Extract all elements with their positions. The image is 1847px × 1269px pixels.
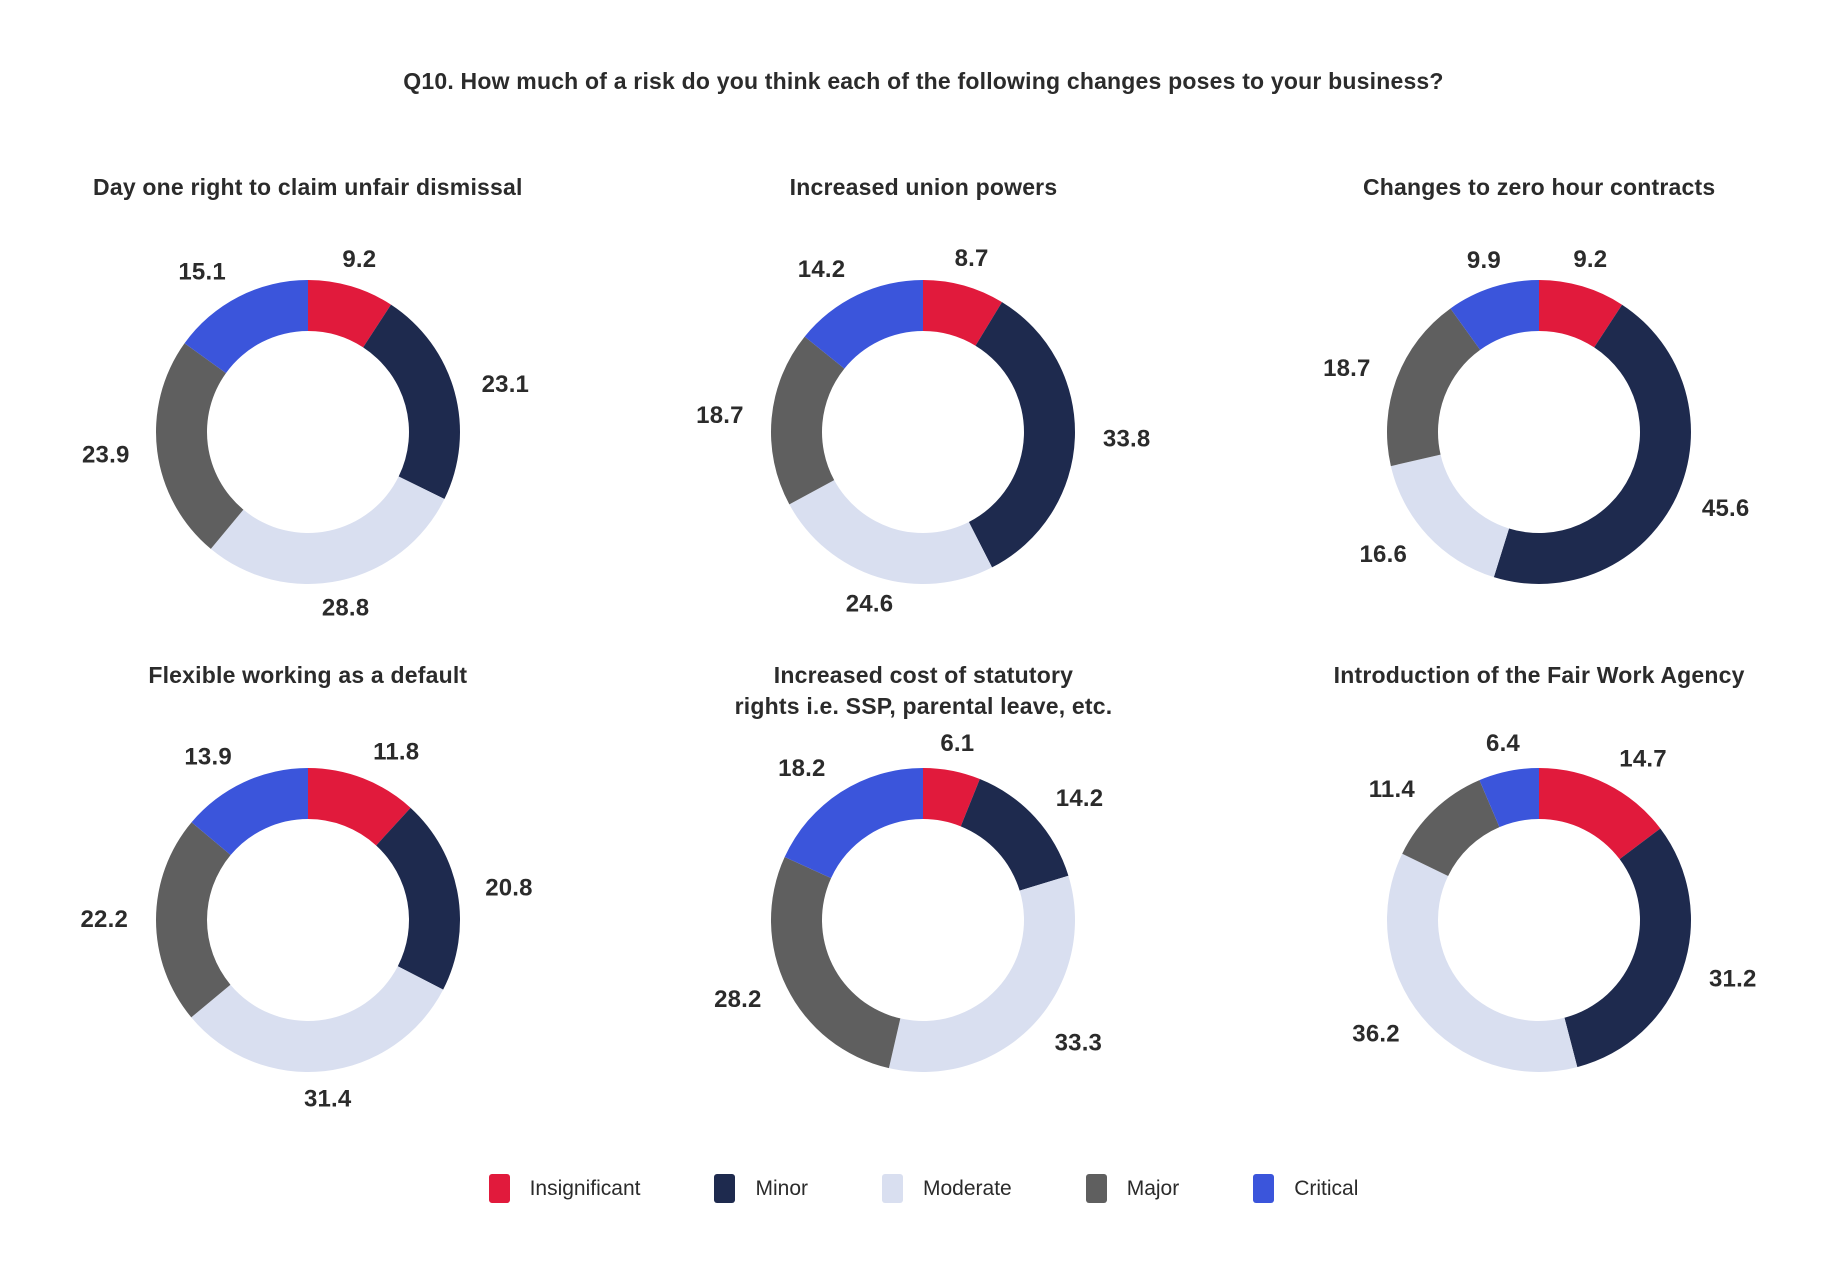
slice-value-moderate: 16.6 <box>1360 541 1408 568</box>
legend-item-moderate: Moderate <box>882 1174 1012 1203</box>
slice-major <box>1402 780 1500 876</box>
slice-value-moderate: 36.2 <box>1352 1021 1400 1048</box>
slice-minor <box>1494 304 1692 584</box>
donut-chart-statutory-rights: Increased cost of statutory rights i.e. … <box>616 660 1232 1134</box>
chart-title-zero-hour: Changes to zero hour contracts <box>1363 174 1716 200</box>
slice-value-minor: 45.6 <box>1702 495 1750 522</box>
legend-swatch-minor <box>714 1174 736 1203</box>
slice-minor <box>375 807 460 990</box>
slice-value-insignificant: 9.2 <box>1573 246 1607 273</box>
slice-value-moderate: 33.3 <box>1055 1029 1103 1056</box>
legend-item-critical: Critical <box>1253 1174 1358 1203</box>
chart-title-statutory-rights: Increased cost of statutory rights i.e. … <box>734 662 1113 719</box>
slice-value-major: 18.7 <box>697 402 745 429</box>
page-title: Q10. How much of a risk do you think eac… <box>403 68 1444 94</box>
chart-title-flexible-working: Flexible working as a default <box>148 662 468 688</box>
slice-value-critical: 18.2 <box>779 755 827 782</box>
legend-swatch-major <box>1085 1174 1107 1203</box>
donut-svg-statutory-rights: 6.1 14.2 33.3 28.2 18.2 <box>715 730 1104 1073</box>
slice-moderate <box>889 875 1076 1073</box>
slice-insignificant <box>923 280 1003 346</box>
legend-swatch-critical <box>1253 1174 1275 1203</box>
slice-value-major: 18.7 <box>1323 355 1371 382</box>
slice-critical <box>1479 768 1540 828</box>
slice-moderate <box>789 480 993 585</box>
slice-insignificant <box>923 768 981 827</box>
slice-value-major: 22.2 <box>80 906 128 933</box>
legend-label-major: Major <box>1126 1176 1180 1200</box>
donut-chart-flexible-working: Flexible working as a default 11.8 20.8 31… <box>0 660 616 1134</box>
slice-minor <box>1564 828 1692 1068</box>
slice-insignificant <box>307 768 411 846</box>
slice-value-moderate: 24.6 <box>846 590 894 617</box>
slice-major <box>155 822 231 1018</box>
slice-value-critical: 15.1 <box>178 258 226 285</box>
slice-value-insignificant: 6.1 <box>941 730 975 757</box>
slice-insignificant <box>1539 768 1661 860</box>
slice-minor <box>961 779 1069 891</box>
slice-moderate <box>1387 853 1578 1073</box>
slice-minor <box>362 304 460 500</box>
slice-value-major: 23.9 <box>82 441 130 468</box>
slice-critical <box>805 280 924 369</box>
donut-svg-union-powers: 8.7 33.8 24.6 18.7 14.2 <box>697 245 1151 617</box>
slice-major <box>1387 308 1481 467</box>
legend-item-minor: Minor <box>714 1174 808 1203</box>
slice-moderate <box>191 966 443 1073</box>
slice-value-critical: 9.9 <box>1467 247 1501 274</box>
slice-value-moderate: 31.4 <box>304 1085 352 1112</box>
slice-value-minor: 23.1 <box>481 371 529 398</box>
slice-insignificant <box>1539 280 1623 348</box>
slice-critical <box>184 280 308 374</box>
chart-title-fair-work-agency: Introduction of the Fair Work Agency <box>1333 662 1745 688</box>
slice-value-insignificant: 14.7 <box>1619 745 1667 772</box>
slice-value-minor: 31.2 <box>1709 966 1757 993</box>
donut-chart-union-powers: Increased union powers 8.7 33.8 24.6 18.7 14… <box>616 172 1232 646</box>
legend-item-major: Major <box>1085 1174 1180 1203</box>
legend-label-critical: Critical <box>1294 1176 1359 1200</box>
slice-value-insignificant: 9.2 <box>342 246 376 273</box>
legend-label-minor: Minor <box>755 1176 808 1200</box>
slice-minor <box>969 302 1076 568</box>
slice-critical <box>785 768 924 879</box>
donut-svg-zero-hour: 9.2 45.6 16.6 18.7 9.9 <box>1323 246 1750 584</box>
chart-title-union-powers: Increased union powers <box>789 174 1058 200</box>
slice-value-minor: 33.8 <box>1103 425 1151 452</box>
slice-value-critical: 14.2 <box>798 256 846 283</box>
slice-value-major: 11.4 <box>1369 776 1416 803</box>
slice-value-minor: 20.8 <box>485 875 533 902</box>
legend-item-insignificant: Insignificant <box>488 1174 641 1203</box>
donut-svg-flexible-working: 11.8 20.8 31.4 22.2 13.9 <box>80 739 533 1113</box>
slice-value-moderate: 28.8 <box>322 595 370 622</box>
slice-insignificant <box>307 280 391 348</box>
slice-value-critical: 6.4 <box>1486 730 1520 757</box>
slice-value-insignificant: 11.8 <box>373 739 419 766</box>
legend-swatch-moderate <box>882 1174 903 1203</box>
slice-critical <box>191 768 308 856</box>
slice-moderate <box>1391 454 1510 578</box>
legend-label-moderate: Moderate <box>923 1176 1012 1200</box>
legend-label-insignificant: Insignificant <box>529 1176 641 1200</box>
charts-grid: Day one right to claim unfair dismissal … <box>0 172 1847 1134</box>
chart-title-unfair-dismissal: Day one right to claim unfair dismissal <box>93 174 523 200</box>
legend-swatch-insignificant <box>488 1174 510 1203</box>
donut-chart-zero-hour: Changes to zero hour contracts 9.2 45.6 16… <box>1231 172 1847 646</box>
slice-critical <box>1450 280 1540 350</box>
donut-chart-unfair-dismissal: Day one right to claim unfair dismissal … <box>0 172 616 646</box>
legend: Insignificant Minor Moderate Major Criti… <box>0 1174 1847 1203</box>
slice-value-minor: 14.2 <box>1056 785 1104 812</box>
slice-major <box>155 343 244 549</box>
slice-moderate <box>210 476 445 584</box>
slice-value-critical: 13.9 <box>184 743 232 770</box>
donut-svg-fair-work-agency: 14.7 31.2 36.2 11.4 6.4 <box>1352 730 1757 1073</box>
slice-major <box>771 857 901 1069</box>
slice-value-insignificant: 8.7 <box>955 245 989 272</box>
slice-major <box>771 336 845 505</box>
donut-chart-fair-work-agency: Introduction of the Fair Work Agency 14.… <box>1231 660 1847 1134</box>
donut-svg-unfair-dismissal: 9.2 23.1 28.8 23.9 15.1 <box>82 246 529 622</box>
slice-value-major: 28.2 <box>715 986 763 1013</box>
